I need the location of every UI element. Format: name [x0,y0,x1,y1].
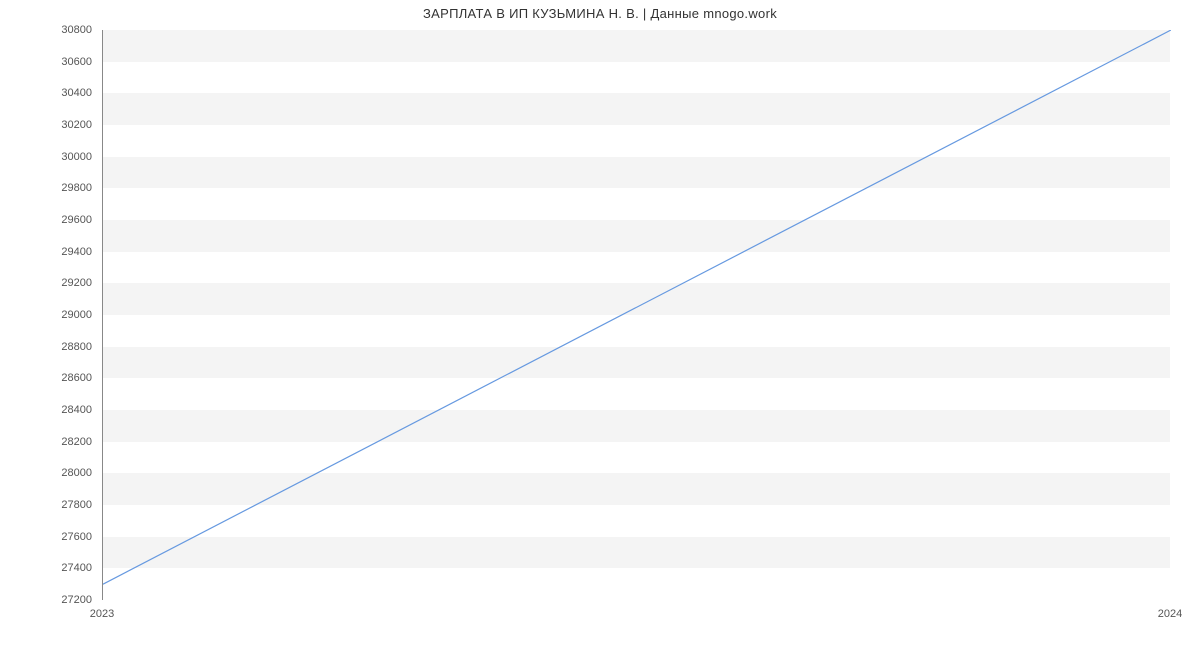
y-tick-label: 28600 [0,372,92,384]
y-tick-label: 27800 [0,499,92,511]
salary-line-chart: ЗАРПЛАТА В ИП КУЗЬМИНА Н. В. | Данные mn… [0,0,1200,650]
y-tick-label: 28000 [0,467,92,479]
plot-area [102,30,1170,600]
y-tick-label: 30600 [0,56,92,68]
y-tick-label: 29600 [0,214,92,226]
y-tick-label: 29400 [0,246,92,258]
y-tick-label: 29000 [0,309,92,321]
y-tick-label: 27400 [0,562,92,574]
y-tick-label: 27200 [0,594,92,606]
y-tick-label: 29800 [0,182,92,194]
series-layer [103,30,1171,600]
y-tick-label: 30800 [0,24,92,36]
y-tick-label: 28800 [0,341,92,353]
y-tick-label: 27600 [0,531,92,543]
y-tick-label: 30000 [0,151,92,163]
chart-title: ЗАРПЛАТА В ИП КУЗЬМИНА Н. В. | Данные mn… [0,6,1200,21]
y-tick-label: 30400 [0,87,92,99]
series-line-salary [103,30,1171,584]
y-tick-label: 29200 [0,277,92,289]
y-tick-label: 28200 [0,436,92,448]
y-tick-label: 30200 [0,119,92,131]
y-tick-label: 28400 [0,404,92,416]
x-tick-label: 2023 [90,608,114,620]
x-tick-label: 2024 [1158,608,1182,620]
